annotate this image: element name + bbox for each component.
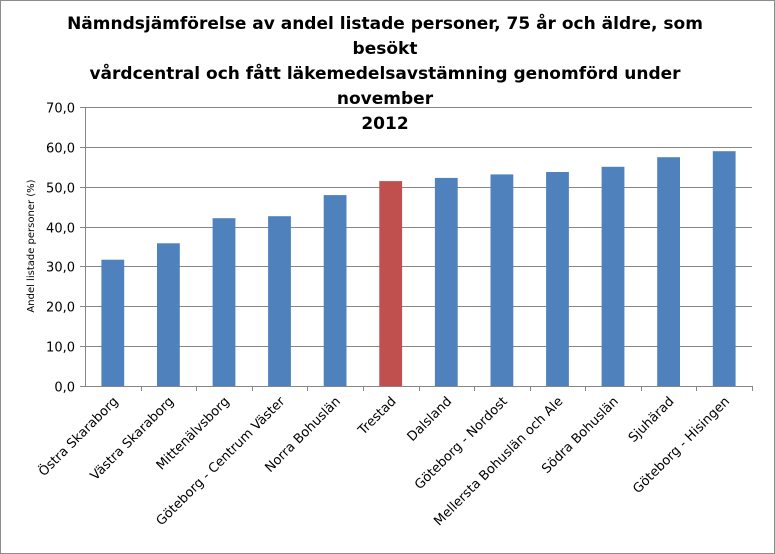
- y-axis-label: Andel listade personer (%): [26, 179, 37, 312]
- y-tick-label: 60,0: [46, 142, 75, 157]
- bar: [601, 166, 625, 386]
- bar: [712, 151, 736, 386]
- bar: [323, 195, 347, 386]
- x-tick-label: Sjuhärad: [626, 394, 678, 446]
- bar: [101, 259, 125, 386]
- chart-title-line-2: vårdcentral och fått läkemedelsavstämnin…: [89, 64, 681, 109]
- x-tick-label: Göteborg - Nordost: [412, 394, 511, 493]
- axes: [85, 107, 752, 387]
- chart-title-line-1: Nämndsjämförelse av andel listade person…: [67, 14, 703, 59]
- y-tick-label: 50,0: [46, 182, 75, 197]
- x-tick-label: Dalsland: [405, 394, 456, 445]
- y-tick-label: 10,0: [46, 341, 75, 356]
- chart-title-line-3: 2012: [361, 114, 409, 134]
- y-tick-labels: 0,0 10,0 20,0 30,0 40,0 50,0 60,0 70,0: [46, 102, 75, 396]
- bar: [657, 157, 680, 386]
- bars: [101, 151, 736, 386]
- x-tick-label: Göteborg - Hisingen: [630, 394, 733, 497]
- bar: [490, 174, 514, 386]
- y-tick-label: 70,0: [46, 102, 75, 117]
- gridlines: [80, 107, 753, 391]
- y-tick-label: 0,0: [54, 381, 75, 396]
- y-tick-label: 40,0: [46, 222, 75, 237]
- bar: [268, 216, 291, 386]
- chart-title: Nämndsjämförelse av andel listade person…: [60, 12, 710, 137]
- x-tick-label: Trestad: [355, 394, 400, 439]
- bar: [157, 243, 180, 386]
- y-tick-label: 20,0: [46, 301, 75, 316]
- bar: [434, 177, 458, 386]
- bar: [379, 181, 403, 386]
- bar: [212, 218, 236, 386]
- y-tick-label: 30,0: [46, 261, 75, 276]
- bar: [546, 172, 569, 386]
